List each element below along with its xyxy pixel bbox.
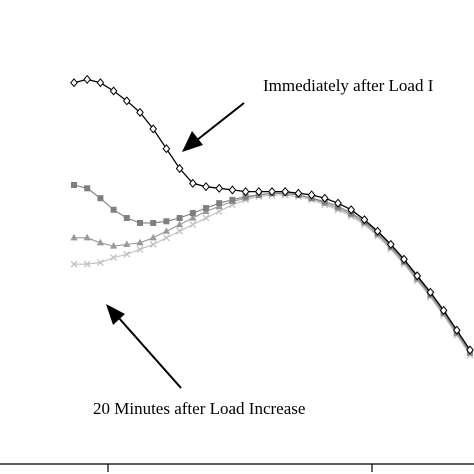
data-point-square (97, 195, 104, 202)
data-point-diamond (228, 185, 237, 195)
data-point-triangle (136, 238, 144, 246)
data-point-x (123, 250, 131, 258)
series-line (74, 194, 471, 356)
data-point-diamond (175, 163, 184, 174)
data-point-diamond (109, 86, 118, 96)
data-point-square (71, 182, 77, 188)
data-point-x-stroke (162, 234, 170, 242)
data-point-diamond (386, 239, 395, 249)
data-point-diamond (347, 205, 356, 215)
data-point-diamond (400, 254, 408, 264)
data-point-triangle (176, 220, 184, 228)
annotation-immediately-arrow (196, 102, 245, 141)
data-point-diamond (149, 124, 158, 134)
data-point-diamond (268, 187, 276, 197)
data-point-diamond (254, 187, 263, 197)
series-layer (70, 74, 474, 359)
data-point-diamond (413, 271, 422, 281)
data-point-diamond (426, 287, 435, 297)
data-point-diamond (202, 182, 210, 192)
data-point-x-stroke (202, 214, 210, 222)
data-point-triangle (123, 240, 131, 247)
data-point-diamond (215, 183, 224, 193)
data-point-square (203, 205, 209, 212)
data-point-x (162, 234, 170, 242)
data-point-x-stroke (176, 227, 184, 235)
data-point-diamond (439, 305, 448, 315)
data-point-x (136, 245, 144, 253)
data-point-x-stroke (123, 250, 131, 258)
data-point-diamond (188, 178, 197, 188)
data-point-x-stroke (110, 254, 118, 262)
data-point-x-stroke (70, 260, 78, 268)
data-point-diamond (70, 78, 78, 88)
data-point-diamond (294, 188, 303, 198)
data-point-diamond (241, 187, 250, 197)
data-point-x (149, 240, 157, 248)
data-point-triangle (96, 238, 104, 246)
data-point-diamond (122, 96, 131, 106)
annotation-20min-arrow (117, 316, 182, 389)
data-point-x (83, 260, 91, 268)
data-point-diamond (360, 215, 369, 225)
data-point-x-stroke (149, 240, 157, 248)
data-point-x (176, 227, 184, 235)
data-point-diamond (162, 144, 171, 154)
data-point-diamond (320, 193, 329, 203)
data-point-triangle (162, 227, 170, 234)
data-point-x (96, 259, 104, 267)
data-point-square (176, 215, 183, 221)
data-point-square (163, 218, 170, 225)
data-point-square (123, 215, 130, 221)
data-point-x-stroke (136, 245, 144, 253)
data-point-x (215, 207, 223, 215)
data-point-diamond (334, 198, 342, 208)
data-point-square (110, 206, 117, 213)
data-point-square (216, 200, 223, 207)
data-point-square (150, 219, 157, 226)
data-point-x-stroke (215, 207, 223, 215)
data-point-square (84, 185, 91, 192)
data-point-diamond (136, 107, 144, 117)
series-line (73, 78, 471, 351)
data-point-diamond (452, 325, 461, 335)
data-point-x-stroke (189, 221, 197, 229)
data-point-diamond (373, 226, 382, 236)
data-point-square (229, 196, 236, 203)
data-point-diamond (466, 345, 474, 355)
data-point-square (242, 193, 249, 200)
data-point-diamond (96, 78, 105, 88)
data-point-triangle (149, 233, 157, 241)
data-point-square (189, 210, 196, 217)
data-point-x-stroke (96, 259, 104, 267)
data-point-diamond (281, 187, 290, 197)
data-point-triangle (110, 242, 118, 249)
data-point-x (189, 221, 197, 229)
data-point-x (110, 254, 118, 262)
data-point-x (202, 214, 210, 222)
annotation-immediately-label: Immediately after Load I (263, 76, 434, 95)
data-point-triangle (70, 233, 78, 241)
annotation-immediately-arrowhead (182, 131, 203, 152)
data-point-square (137, 219, 143, 226)
data-point-x-stroke (83, 260, 91, 268)
annotation-20min-label: 20 Minutes after Load Increase (93, 399, 305, 418)
data-point-x (70, 260, 78, 268)
data-point-triangle (83, 233, 91, 241)
data-point-diamond (83, 74, 92, 84)
annotation-20min-arrowhead (106, 304, 125, 325)
data-point-triangle (189, 214, 197, 221)
data-point-diamond (307, 190, 316, 200)
